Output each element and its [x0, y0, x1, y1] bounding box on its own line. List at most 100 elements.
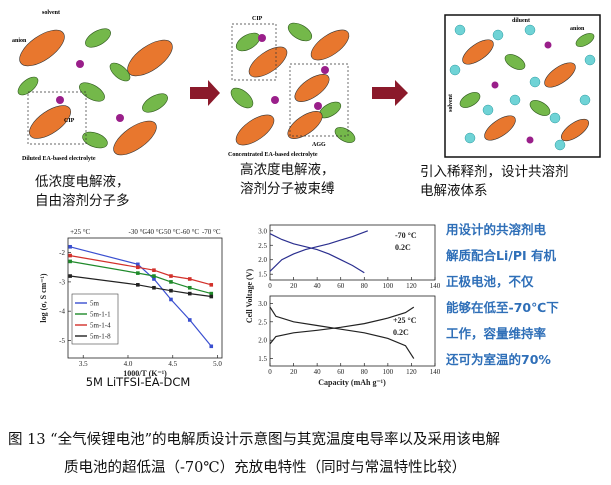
schematic-shape — [29, 105, 71, 139]
data-point — [209, 283, 214, 287]
x-tick-label: 3.5 — [79, 360, 88, 368]
schematic-shape — [334, 127, 356, 143]
schematic-shape — [584, 54, 596, 66]
x-tick-label: 80 — [361, 282, 369, 290]
plot-frame — [269, 295, 436, 367]
plot-frame — [269, 224, 436, 281]
x-tick-label: 0 — [268, 368, 272, 376]
schematic-shape — [484, 115, 516, 141]
data-point — [136, 265, 140, 270]
x-tick-label: 5.0 — [213, 360, 222, 368]
schematic-shape — [231, 23, 277, 81]
annotation: +25 °C — [393, 316, 417, 325]
schematic-shape — [85, 28, 111, 48]
side-text: 能够在低至-70℃下 — [446, 300, 559, 315]
series-line — [69, 260, 212, 295]
y-tick-label: -5 — [59, 337, 65, 345]
schematic-label: solvent — [448, 94, 454, 112]
schematic-label: CIP — [64, 118, 75, 124]
x-tick-label: 60 — [337, 282, 345, 290]
schematic-label: anion — [12, 38, 27, 44]
data-point — [187, 318, 192, 322]
schematic-shape — [464, 132, 476, 144]
x-axis-label: 1000/T (K⁻¹) — [123, 369, 167, 378]
x-tick-label: 60 — [337, 368, 345, 376]
schematic-shape — [235, 114, 275, 146]
schematic-shape — [544, 41, 552, 49]
schematic-shape — [560, 118, 590, 142]
schematic-label: CIP — [252, 16, 263, 22]
data-point — [152, 274, 156, 278]
schematic-shape — [449, 64, 461, 76]
arrow — [190, 80, 220, 106]
temperature-label: -30 °C — [129, 228, 148, 236]
schematic-shape — [462, 39, 494, 65]
schematic-shape — [116, 114, 124, 122]
schematic-shape — [76, 60, 84, 68]
schematic-shape — [258, 34, 266, 42]
series-line — [70, 275, 212, 298]
side-text: 还可为室温的70% — [445, 352, 551, 367]
schematic-shape — [289, 63, 349, 137]
schematic-shape — [271, 96, 279, 104]
data-point — [152, 268, 156, 272]
x-tick-label: 40 — [314, 368, 322, 376]
data-point — [68, 244, 72, 249]
temperature-label: -40 °C — [145, 228, 164, 236]
arrow — [372, 80, 408, 106]
schematic-shape — [56, 96, 64, 104]
data-point — [209, 291, 214, 296]
schematic-label: solvent — [42, 10, 60, 16]
x-tick-label: 140 — [430, 368, 441, 376]
data-point — [152, 277, 156, 281]
schematic-shape — [113, 120, 157, 156]
side-text: 解质配合Li/PI 有机 — [446, 248, 556, 263]
annotation: -70 °C — [395, 231, 417, 240]
data-point — [136, 262, 140, 267]
schematic-shape — [142, 93, 168, 113]
data-point — [209, 344, 214, 349]
series-line — [269, 233, 365, 274]
y-tick-label: 3.0 — [258, 300, 267, 308]
x-tick-label: 4.5 — [168, 360, 177, 368]
schematic-shape — [524, 24, 536, 36]
schematic-shape — [491, 81, 499, 89]
y-tick-label: 2.0 — [258, 256, 267, 264]
schematic-shape — [127, 39, 173, 77]
y-axis-label: log (σ, S cm⁻¹) — [39, 273, 48, 323]
schematic-concentrated: CIP AGG Concentrated EA-based electrolyt… — [228, 16, 356, 158]
schematic-shape — [287, 111, 323, 139]
schematic-shape — [294, 74, 330, 102]
y-tick-label: -2 — [59, 249, 65, 257]
y-tick-label: 2.0 — [258, 337, 267, 345]
schematic-shape — [230, 87, 254, 109]
schematic-diluted: solvent anion CIP Diluted EA-based elect… — [12, 10, 173, 162]
schematic-shape — [310, 29, 350, 61]
schematic-shape — [549, 112, 561, 124]
schematic-label: diluent — [512, 18, 530, 24]
y-tick-label: 3.0 — [258, 227, 267, 235]
data-point — [187, 291, 192, 296]
panel-caption: 电解液体系 — [420, 183, 488, 199]
legend-label: 5m-1-8 — [90, 333, 111, 341]
schematic-shape — [19, 29, 65, 67]
x-tick-label: 40 — [314, 282, 322, 290]
legend-label: 5m — [90, 300, 100, 308]
series-line — [69, 255, 212, 286]
y-tick-label: -4 — [59, 308, 65, 316]
x-tick-label: 0 — [268, 282, 272, 290]
schematic-shape — [544, 62, 576, 88]
schematic-shape — [235, 32, 261, 52]
y-tick-label: 2.5 — [258, 242, 267, 250]
side-text: 正极电池，不仅 — [446, 274, 534, 289]
data-point — [169, 274, 173, 278]
schematic-shape — [529, 76, 541, 88]
figure-caption: 质电池的超低温（-70℃）充放电特性（同时与常温特性比较） — [64, 458, 466, 476]
data-point — [68, 253, 72, 258]
schematic-shape — [17, 76, 39, 96]
data-point — [169, 297, 173, 302]
schematic-shape — [27, 91, 87, 145]
schematic-shape — [79, 82, 105, 102]
annotation: 0.2C — [395, 243, 411, 252]
x-tick-label: 20 — [290, 368, 298, 376]
